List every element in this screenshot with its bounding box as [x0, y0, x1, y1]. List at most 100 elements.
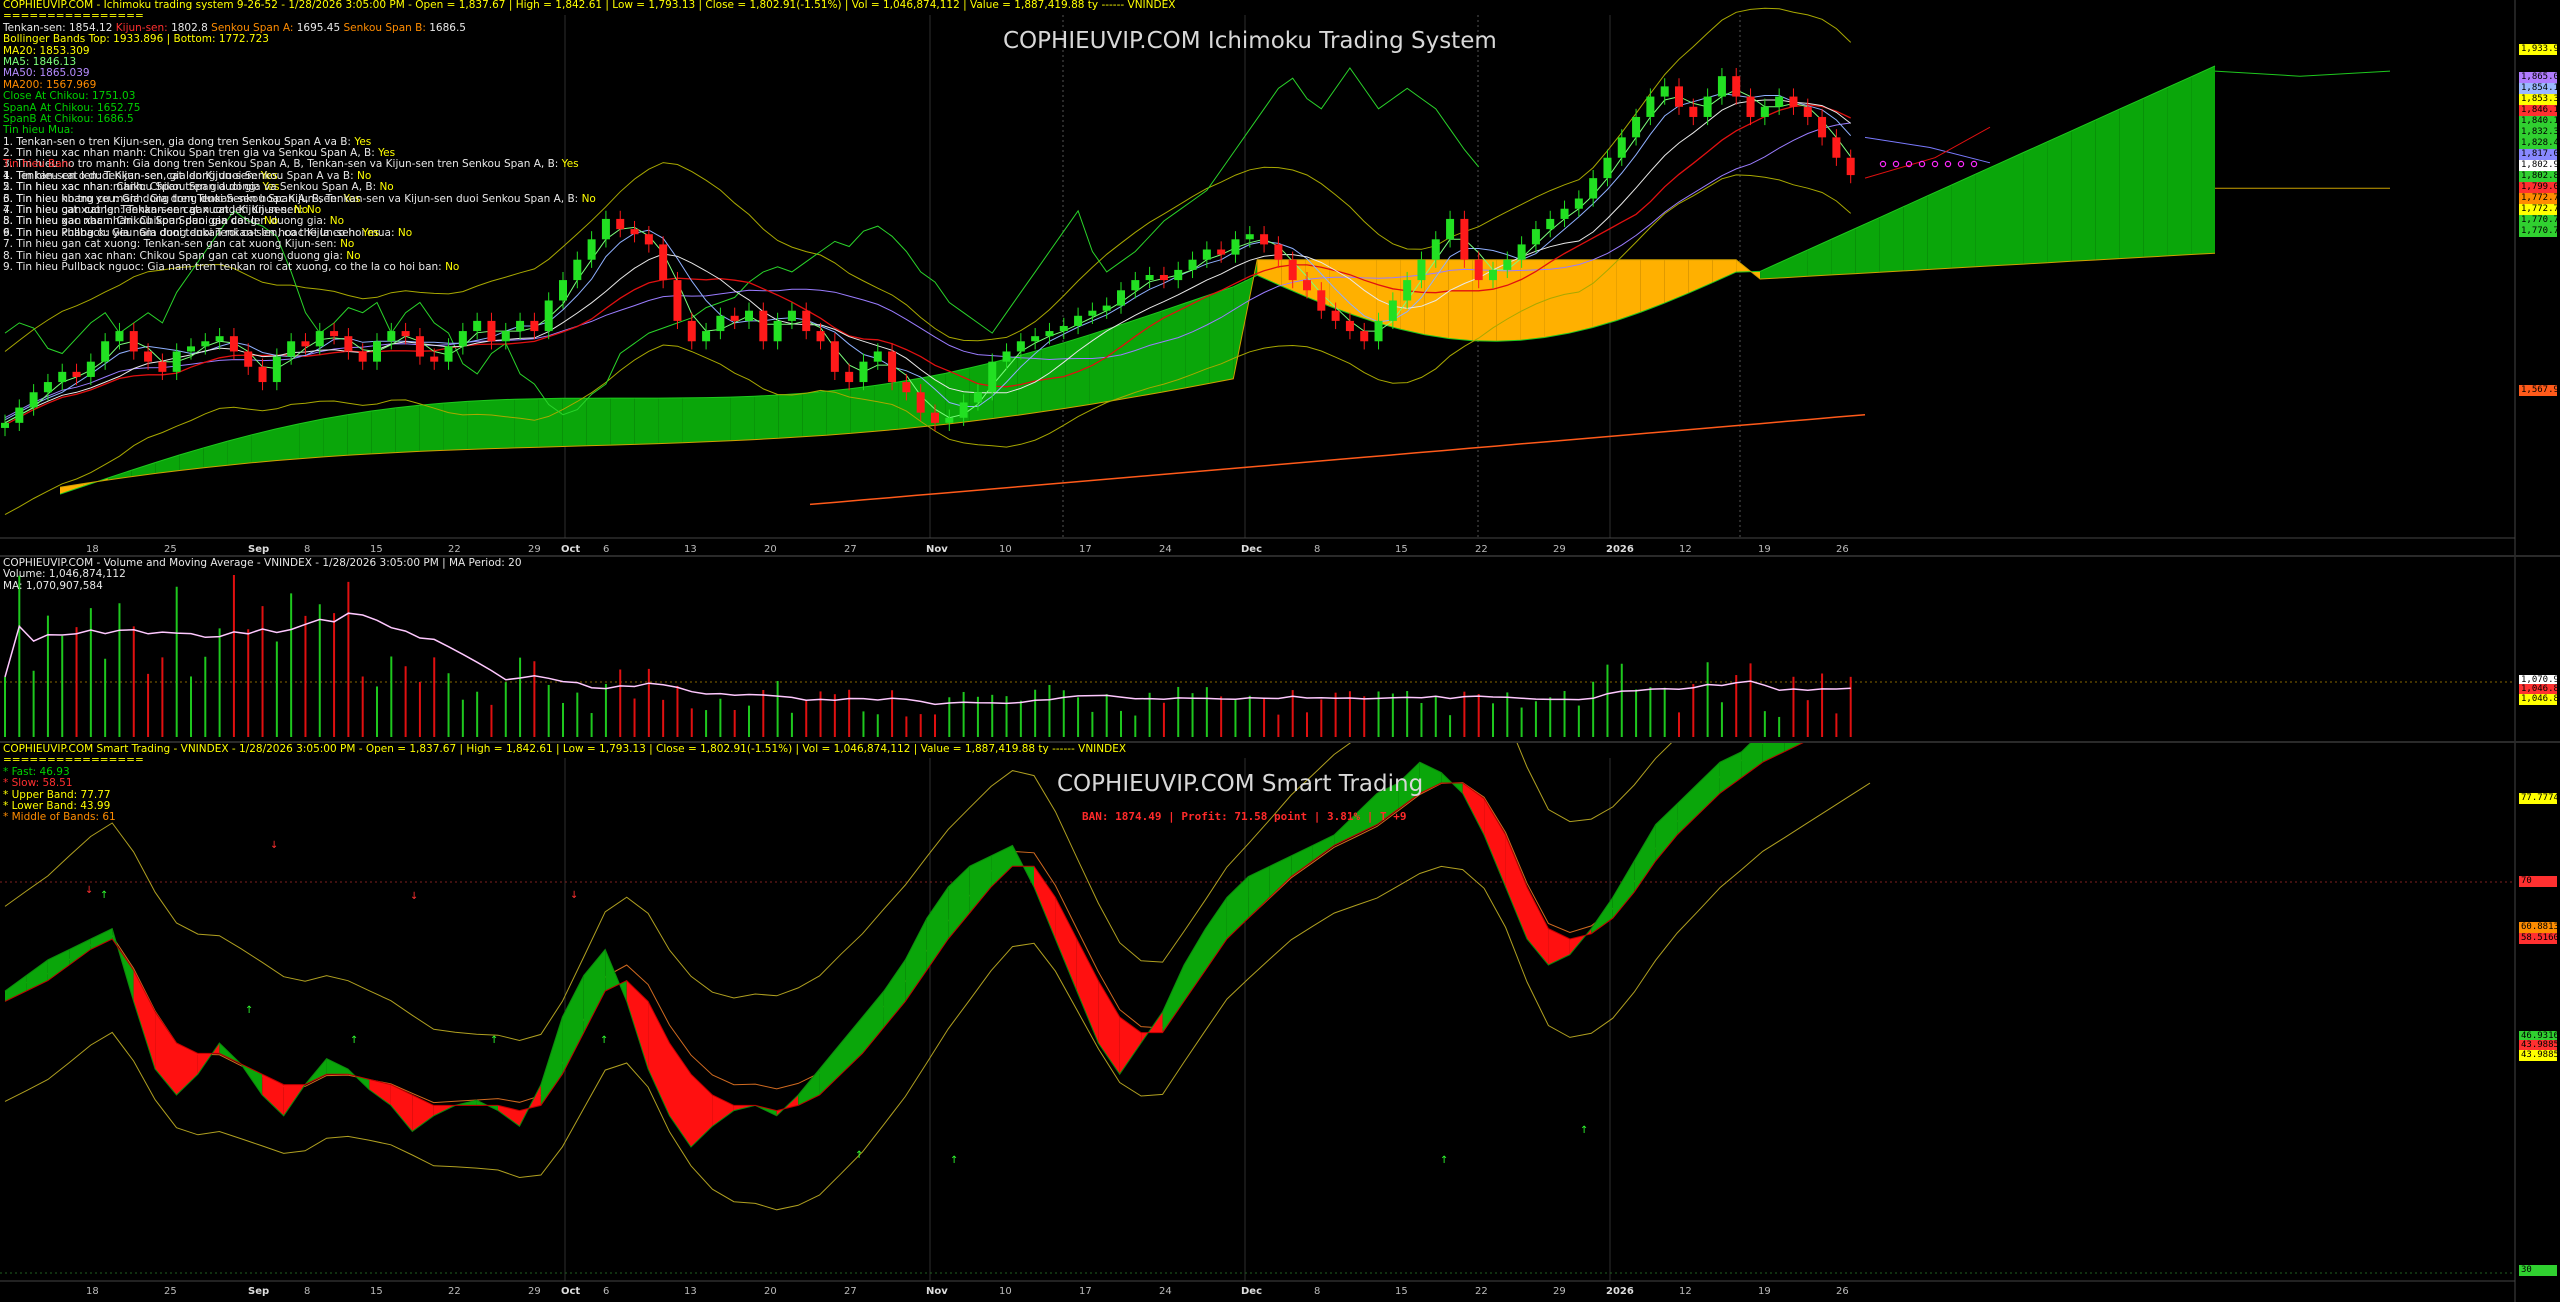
- ichimoku-values-line: Tenkan-sen: 1854.12 Kijun-sen: 1802.8 Se…: [3, 21, 1175, 34]
- x-axis-tick-label: 22: [1475, 544, 1488, 555]
- candle-up: [101, 341, 110, 362]
- lower-band-line: [4, 782, 1871, 1211]
- sell-signal-value: No: [357, 169, 372, 182]
- pane-divider[interactable]: [0, 741, 2560, 743]
- kumo-bull-segment: [1903, 195, 1928, 271]
- buy-arrow-icon: ↑: [1440, 1155, 1448, 1166]
- buy-signal-text: 4. Tin hieu cat len: Tenkan-sen cat len …: [3, 169, 258, 182]
- ma50-line: MA50: 1865.039: [3, 67, 90, 80]
- price-tag: 43.9885: [2519, 1040, 2559, 1051]
- x-axis-tick-label: 15: [1395, 1286, 1408, 1297]
- volume-ma-value: MA: 1,070,907,584: [3, 579, 103, 592]
- kumo-bull-segment: [1113, 319, 1138, 401]
- candle-down: [1159, 275, 1168, 281]
- candle-down: [1360, 331, 1369, 342]
- spanA-chikou-line: SpanA At Chikou: 1652.75: [3, 101, 141, 114]
- bearish-fill: [1119, 1017, 1142, 1075]
- volume-chart-canvas[interactable]: [0, 557, 2560, 741]
- pane-divider[interactable]: [0, 555, 2560, 557]
- candle-up: [1016, 341, 1025, 352]
- candle-down: [1689, 106, 1698, 117]
- smart-trading-pane[interactable]: ↑ ↑ ↑ ↑ ↑ ↑ ↑ ↑ ↑ ↓ ↓ ↓ ↓ COPHIEUVIP.COM Smart Tradi…: [0, 743, 2560, 1302]
- kumo-bull-segment: [1855, 217, 1880, 274]
- smart-trading-canvas[interactable]: ↑ ↑ ↑ ↑ ↑ ↑ ↑ ↑ ↑ ↓ ↓ ↓ ↓: [0, 743, 2560, 1302]
- bullish-fill: [1226, 876, 1249, 939]
- x-axis-tick-label: 13: [684, 544, 697, 555]
- candle-up: [473, 320, 482, 332]
- candle-up: [444, 346, 453, 362]
- kumo-bull-segment: [203, 441, 228, 468]
- bearish-fill: [1098, 980, 1120, 1075]
- candle-up: [272, 356, 281, 383]
- price-tag: 1,567.97: [2519, 385, 2560, 396]
- close-chikou-line: Close At Chikou: 1751.03: [3, 90, 136, 103]
- bearish-fill: [1076, 939, 1099, 1043]
- x-axis-tick-label: 29: [1553, 1286, 1566, 1297]
- candle-down: [415, 336, 424, 357]
- buy-signal-text: 8. Tin hieu gan xac nhan: Chikou Span ga…: [3, 215, 327, 228]
- sell-signal-value: No: [340, 238, 355, 251]
- bearish-fill: [262, 1074, 284, 1116]
- buy-signal-row: 5. Tin hieu xac nhan: Chikou Span tren g…: [3, 182, 1175, 193]
- bearish-fill: [176, 1043, 198, 1095]
- candle-down: [1803, 106, 1812, 117]
- buy-signal-row: 3. Tin hieu ho tro manh: Gia dong tren S…: [3, 159, 1175, 170]
- volume-header: COPHIEUVIP.COM - Volume and Moving Avera…: [3, 557, 522, 569]
- kumo-bear-segment: [1568, 259, 1593, 334]
- bearish-fill: [1527, 887, 1549, 965]
- candle-down: [1732, 76, 1741, 97]
- x-axis-tick-label: 15: [370, 544, 383, 555]
- bearish-fill: [712, 1095, 734, 1127]
- kumo-bull-segment: [2119, 98, 2144, 259]
- buy-signal-row: 1. Tenkan-sen o tren Kijun-sen, gia dong…: [3, 136, 1175, 148]
- candle-down: [730, 315, 739, 321]
- sell-signal-value: No: [445, 260, 460, 273]
- candle-up: [1102, 305, 1111, 311]
- buy-arrow-icon: ↑: [490, 1035, 498, 1046]
- sell-signal-row: 3. Tin hieu khang cu manh: Gia dong duoi…: [3, 193, 1175, 205]
- kumo-bull-segment: [1137, 311, 1162, 397]
- candle-up: [859, 361, 868, 383]
- bearish-fill: [1505, 835, 1527, 939]
- volume-pane[interactable]: COPHIEUVIP.COM - Volume and Moving Avera…: [0, 557, 2560, 741]
- buy-signal-text: 5. Tin hieu xac nhan: Chikou Span tren g…: [3, 181, 260, 194]
- sell-signal-text: 9. Tin hieu Pullback nguoc: Gia nam tren…: [3, 260, 442, 273]
- candle-up: [1117, 290, 1125, 306]
- kumo-bull-segment: [706, 397, 731, 442]
- kumo-bull-segment: [826, 388, 851, 436]
- candle-up: [115, 331, 124, 342]
- sell-signal-row: 8. Tin hieu gan xac nhan: Chikou Span ga…: [3, 250, 1175, 262]
- candle-down: [659, 244, 668, 281]
- candle-down: [344, 336, 353, 352]
- x-axis-tick-label: 8: [304, 1286, 311, 1297]
- kumo-bear-segment: [1424, 259, 1449, 339]
- future-marker: [1879, 160, 1887, 168]
- kumo-bull-segment: [850, 385, 875, 434]
- buy-signals-list: 1. Tenkan-sen o tren Kijun-sen, gia dong…: [3, 136, 1175, 239]
- x-axis-tick-label: 10: [999, 1286, 1012, 1297]
- ma20-line: MA20: 1853.309: [3, 44, 90, 57]
- smart-trading-title: COPHIEUVIP.COM Smart Trading: [1057, 771, 1424, 797]
- volume-value: Volume: 1,046,874,112: [3, 568, 126, 581]
- slow-line: * Slow: 58.51: [3, 777, 73, 790]
- tenkan-sen-line: [4, 92, 1852, 421]
- kijun-label: Kijun-sen:: [115, 21, 168, 34]
- candle-up: [1202, 249, 1211, 260]
- price-tag: 1,802.91: [2519, 160, 2560, 171]
- projection-line: [1864, 136, 1991, 164]
- candle-up: [1617, 137, 1626, 158]
- senkou-span-b-line: [59, 252, 2216, 488]
- price-tag: 1,846.13: [2519, 105, 2560, 116]
- candle-down: [401, 331, 410, 337]
- sell-signal-value: No: [293, 204, 309, 217]
- candle-up: [315, 331, 324, 347]
- price-tag: 1,865.04: [2519, 72, 2560, 83]
- ichimoku-chart-canvas[interactable]: [0, 0, 2560, 555]
- ichimoku-price-pane[interactable]: COPHIEUVIP.COM Ichimoku Trading System C…: [0, 0, 2560, 555]
- kumo-bull-segment: [2095, 109, 2120, 260]
- candle-up: [745, 310, 753, 321]
- candle-up: [1088, 310, 1097, 316]
- buy-signal-row: 8. Tin hieu gan xac nhan: Chikou Span ga…: [3, 216, 1175, 227]
- spanB-label: Senkou Span B:: [343, 21, 426, 34]
- candle-up: [1775, 96, 1784, 107]
